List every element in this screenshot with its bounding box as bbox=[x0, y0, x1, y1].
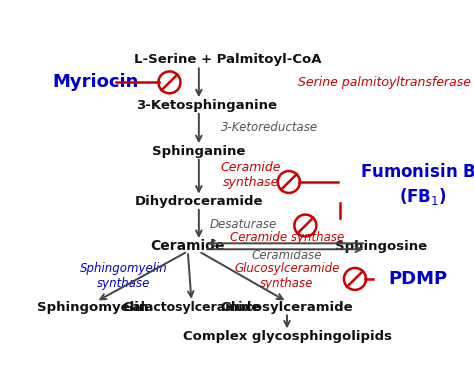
Text: Sphingosine: Sphingosine bbox=[335, 240, 427, 253]
Text: Desaturase: Desaturase bbox=[210, 218, 277, 231]
Text: Glucosylceramide: Glucosylceramide bbox=[221, 301, 353, 313]
Text: Sphinganine: Sphinganine bbox=[152, 145, 246, 158]
Text: Ceramide synthase: Ceramide synthase bbox=[230, 231, 344, 244]
Text: Fumonisin B$_1$
(FB$_1$): Fumonisin B$_1$ (FB$_1$) bbox=[360, 161, 474, 207]
Text: L-Serine + Palmitoyl-CoA: L-Serine + Palmitoyl-CoA bbox=[135, 53, 322, 66]
Text: Complex glycosphingolipids: Complex glycosphingolipids bbox=[182, 330, 392, 343]
Text: Dihydroceramide: Dihydroceramide bbox=[135, 195, 263, 208]
Text: Sphingomyelin
synthase: Sphingomyelin synthase bbox=[80, 262, 167, 290]
Text: Ceramide: Ceramide bbox=[151, 239, 225, 253]
Text: Myriocin: Myriocin bbox=[53, 74, 139, 91]
Text: Serine palmitoyltransferase: Serine palmitoyltransferase bbox=[298, 76, 471, 89]
Text: 3-Ketoreductase: 3-Ketoreductase bbox=[221, 121, 318, 134]
Text: Glucosylceramide
synthase: Glucosylceramide synthase bbox=[234, 262, 340, 290]
Text: Galactosylceramide: Galactosylceramide bbox=[123, 301, 260, 313]
Text: PDMP: PDMP bbox=[388, 270, 447, 288]
Text: Sphingomyelin: Sphingomyelin bbox=[36, 301, 148, 313]
Text: Ceramide
synthase: Ceramide synthase bbox=[221, 161, 282, 189]
Text: Ceramidase: Ceramidase bbox=[252, 249, 322, 262]
Text: 3-Ketosphinganine: 3-Ketosphinganine bbox=[136, 99, 277, 112]
